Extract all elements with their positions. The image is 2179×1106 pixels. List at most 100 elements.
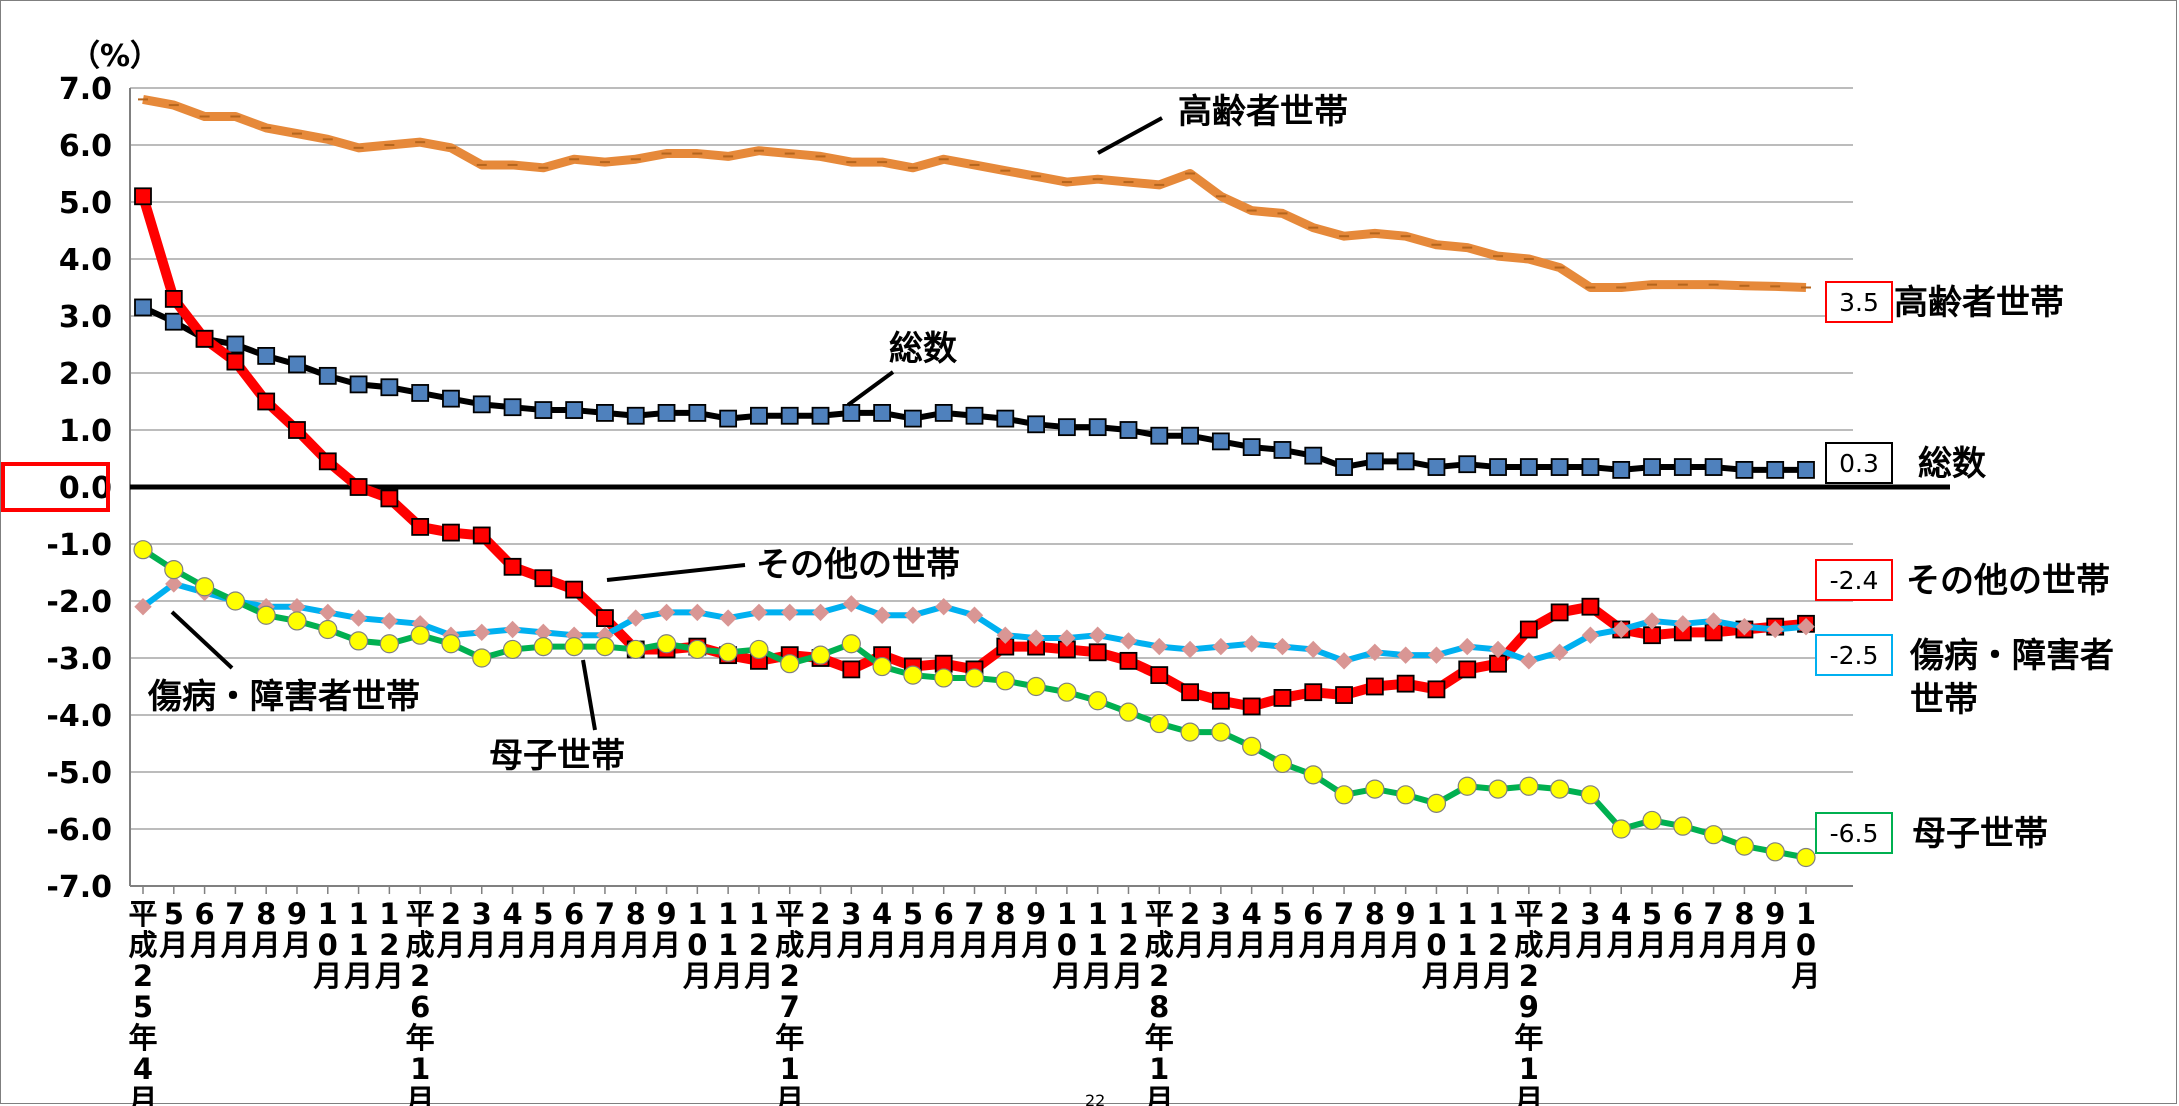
data-point — [1149, 713, 1169, 734]
data-point — [1365, 677, 1384, 696]
data-point — [348, 631, 369, 651]
data-point — [781, 603, 799, 622]
data-point — [1058, 629, 1076, 647]
y-tick-label: -1.0 — [46, 528, 112, 563]
data-point — [934, 668, 954, 688]
annotation-leaders — [170, 116, 1163, 731]
x-tick-label: 平成 2 9 年 1 月 — [1513, 897, 1543, 1106]
data-point — [472, 648, 492, 668]
data-point — [1581, 458, 1600, 476]
data-point — [1550, 458, 1569, 476]
data-point — [1365, 779, 1385, 799]
y-axis-ticks: 7.0 6.0 5.0 4.0 3.0 2.0 1.0 0.0 -1.0 -2.0 -3.0 -4.0… — [1, 72, 112, 905]
y-tick-label: -3.0 — [46, 642, 112, 677]
data-point — [164, 289, 183, 308]
data-point — [595, 636, 615, 657]
data-point — [842, 403, 861, 422]
data-point — [1581, 597, 1600, 616]
data-point — [195, 329, 214, 348]
data-point — [379, 634, 399, 654]
data-point — [1612, 620, 1630, 639]
data-point — [164, 312, 183, 331]
data-point — [534, 569, 553, 588]
data-point — [965, 406, 984, 425]
end-value-box — [1815, 559, 1893, 601]
data-point — [718, 642, 738, 662]
data-point — [318, 366, 337, 385]
data-point — [656, 634, 677, 654]
data-point — [1211, 432, 1230, 451]
data-point — [288, 421, 306, 439]
data-point — [1427, 680, 1446, 699]
end-series-name: 傷病・障害者世帯 — [1909, 636, 2114, 720]
data-point — [1242, 635, 1261, 653]
annotation-leader — [581, 659, 597, 731]
data-point — [565, 401, 584, 419]
data-point — [657, 403, 676, 422]
data-point — [904, 409, 922, 428]
series-母子世帯 — [133, 540, 1816, 868]
data-point — [841, 634, 861, 654]
data-point — [503, 557, 522, 576]
data-point — [1088, 418, 1107, 437]
end-value-box — [1815, 634, 1893, 676]
data-point — [1520, 652, 1538, 670]
data-point — [1642, 810, 1662, 831]
series-総数 — [134, 298, 1815, 479]
data-point — [1335, 686, 1353, 704]
end-value: -2.5 — [1830, 641, 1879, 670]
data-point — [873, 403, 892, 422]
data-point — [657, 603, 676, 622]
data-point — [1797, 460, 1815, 479]
data-point — [1150, 666, 1169, 684]
data-point — [534, 401, 553, 419]
data-point — [1643, 612, 1661, 630]
data-point — [1211, 722, 1231, 742]
x-axis-ticks: 平成 2 5 年 4 月5 月6 月7 月8 月9 月1 0 月1 1 月1 2 月平成 2 6 年 1 月2 月3 月4 月5… — [127, 886, 1821, 1106]
data-point — [1273, 637, 1292, 656]
data-point — [750, 406, 768, 425]
data-point — [442, 523, 460, 542]
data-point — [1119, 632, 1138, 650]
data-point — [596, 609, 614, 627]
data-point — [1427, 458, 1446, 476]
data-point — [1734, 836, 1755, 856]
data-point — [1088, 626, 1107, 644]
data-point — [1088, 691, 1108, 711]
series-line — [138, 194, 1807, 712]
data-point — [472, 395, 491, 414]
data-point — [133, 540, 153, 560]
data-point — [502, 639, 523, 660]
data-point — [1426, 793, 1447, 813]
data-point — [1396, 674, 1415, 693]
data-point — [134, 597, 152, 616]
data-point — [1181, 683, 1199, 702]
data-point — [934, 403, 953, 422]
data-point — [1150, 637, 1168, 656]
annotation-label: 傷病・障害者世帯 — [147, 677, 420, 717]
data-point — [1119, 421, 1138, 439]
data-point — [1458, 455, 1477, 474]
data-point — [1304, 683, 1323, 702]
data-point — [1735, 617, 1754, 636]
data-point — [1673, 458, 1692, 476]
data-point — [1704, 458, 1723, 476]
series-layer — [133, 94, 1816, 868]
data-point — [1489, 640, 1507, 659]
